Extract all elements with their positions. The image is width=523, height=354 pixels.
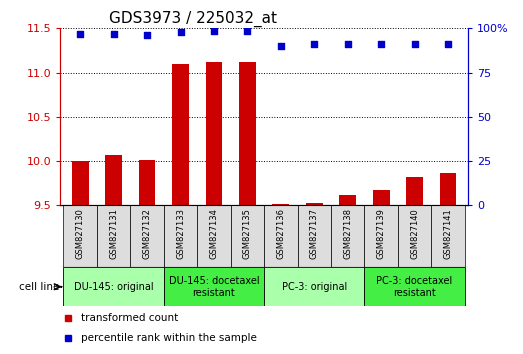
Text: GSM827130: GSM827130 [76,209,85,259]
Text: transformed count: transformed count [81,313,178,322]
Point [411,41,419,47]
Point [109,31,118,36]
Bar [306,202,323,205]
Bar [164,267,264,306]
Point [344,41,352,47]
Text: DU-145: docetaxel
resistant: DU-145: docetaxel resistant [168,276,259,298]
Text: GSM827135: GSM827135 [243,209,252,259]
Bar [373,190,390,205]
Bar [130,205,164,267]
Text: cell line: cell line [19,282,60,292]
Text: GSM827141: GSM827141 [444,209,452,259]
Text: PC-3: original: PC-3: original [282,282,347,292]
Bar [72,161,88,205]
Bar [398,205,431,267]
Bar [440,173,457,205]
Bar [331,205,365,267]
Point [143,32,151,38]
Point [76,31,84,36]
Text: percentile rank within the sample: percentile rank within the sample [81,333,256,343]
Bar [264,267,365,306]
Bar [239,62,256,205]
Bar [197,205,231,267]
Bar [264,205,298,267]
Bar [406,177,423,205]
Bar [139,160,155,205]
Bar [105,155,122,205]
Bar [339,195,356,205]
Point [277,43,285,49]
Text: GSM827138: GSM827138 [343,209,352,259]
Bar [172,64,189,205]
Text: GSM827131: GSM827131 [109,209,118,259]
Bar [97,205,130,267]
Bar [231,205,264,267]
Bar [431,205,465,267]
Point [310,41,319,47]
Text: GSM827140: GSM827140 [410,209,419,259]
Text: GSM827134: GSM827134 [209,209,219,259]
Point [176,29,185,35]
Text: GSM827136: GSM827136 [276,209,286,259]
Text: GDS3973 / 225032_at: GDS3973 / 225032_at [109,11,277,27]
Text: GSM827139: GSM827139 [377,209,385,259]
Bar [298,205,331,267]
Text: GSM827133: GSM827133 [176,209,185,259]
Bar [272,204,289,205]
Bar [365,205,398,267]
Text: GSM827132: GSM827132 [143,209,152,259]
Bar [164,205,197,267]
Text: DU-145: original: DU-145: original [74,282,153,292]
Bar [206,62,222,205]
Text: PC-3: docetaxel
resistant: PC-3: docetaxel resistant [377,276,453,298]
Bar [63,205,97,267]
Point [210,28,218,34]
Bar [63,267,164,306]
Point [444,41,452,47]
Point [243,28,252,34]
Bar [365,267,465,306]
Point [377,41,385,47]
Text: GSM827137: GSM827137 [310,209,319,259]
